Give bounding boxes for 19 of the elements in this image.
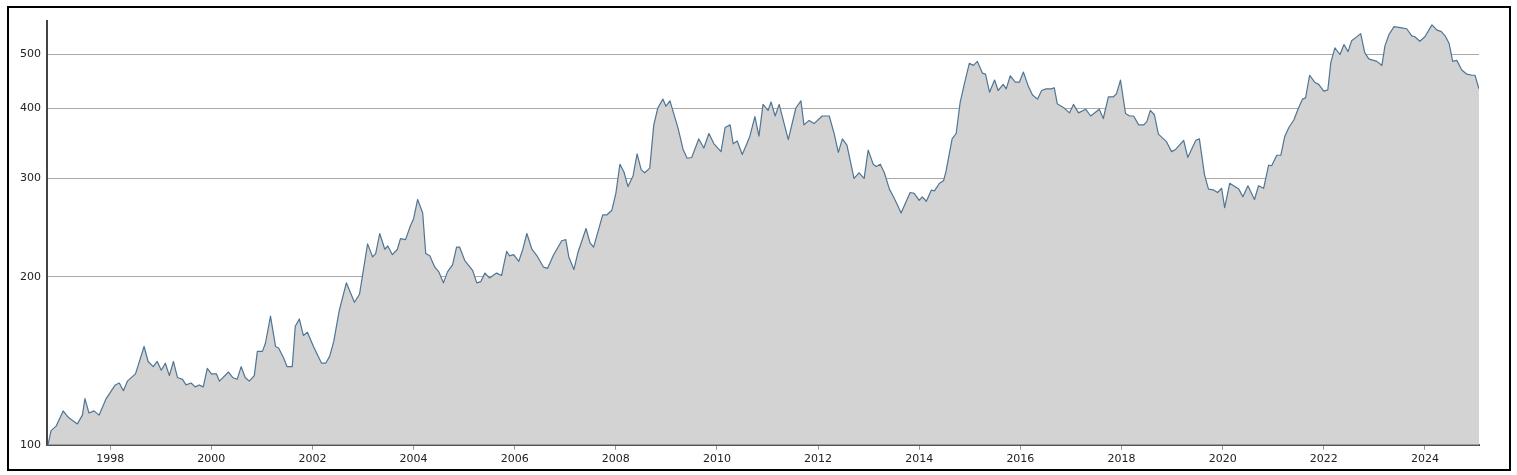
y-tick-label: 100 xyxy=(20,437,41,451)
x-tick-label: 2010 xyxy=(702,452,731,466)
x-tick-label: 2004 xyxy=(399,452,428,466)
x-tick-label: 2022 xyxy=(1309,452,1338,466)
x-tick-label: 2014 xyxy=(905,452,934,466)
x-tick-label: 2002 xyxy=(298,452,327,466)
x-tick-label: 2008 xyxy=(601,452,630,466)
y-tick-label: 300 xyxy=(20,171,41,185)
x-tick-label: 2006 xyxy=(500,452,529,466)
y-tick-label: 500 xyxy=(20,47,41,61)
x-tick-label: 2020 xyxy=(1208,452,1237,466)
x-tick-label: 2016 xyxy=(1006,452,1035,466)
x-tick-label: 1998 xyxy=(96,452,125,466)
x-tick-label: 2024 xyxy=(1410,452,1439,466)
x-tick-label: 2012 xyxy=(804,452,833,466)
y-tick-label: 400 xyxy=(20,101,41,115)
x-tick-label: 2018 xyxy=(1107,452,1136,466)
x-tick-label: 2000 xyxy=(197,452,226,466)
y-tick-label: 200 xyxy=(20,269,41,283)
